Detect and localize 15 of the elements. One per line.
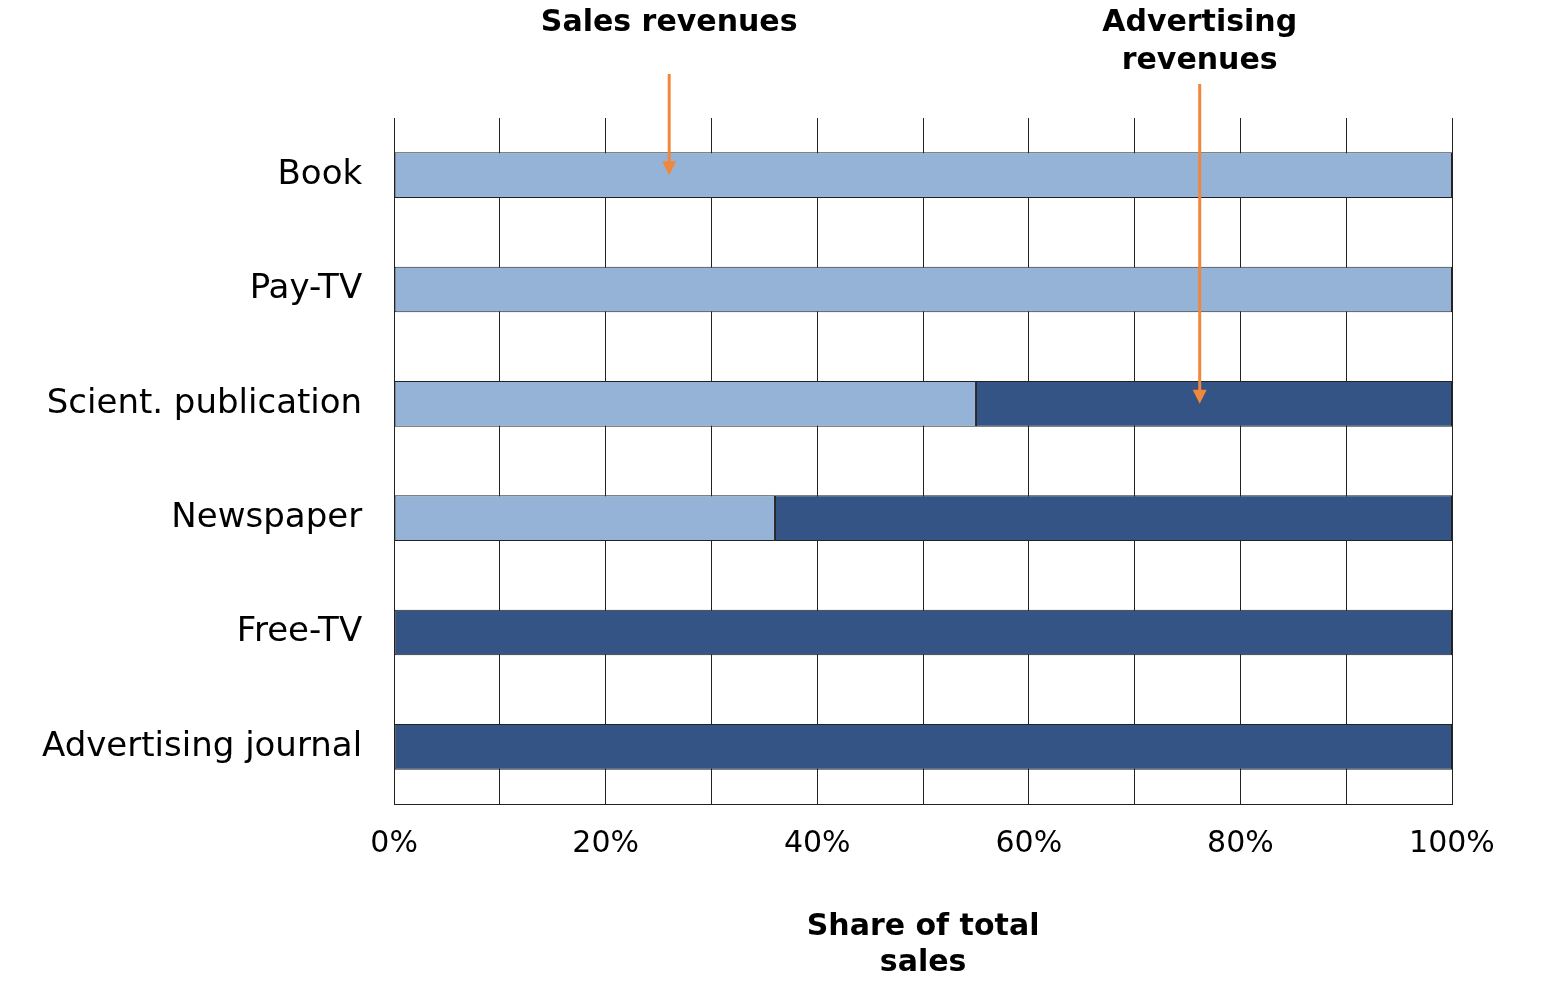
x-tick-label: 20% xyxy=(572,823,640,859)
y-tick-label: Book xyxy=(277,151,363,192)
y-tick-label: Free-TV xyxy=(236,609,363,650)
x-tick-label: 0% xyxy=(370,823,418,859)
y-tick-label: Advertising journal xyxy=(41,723,363,764)
x-tick-label: 40% xyxy=(783,823,851,859)
y-tick-label: Pay-TV xyxy=(249,266,363,307)
x-axis-title: Share of total sales xyxy=(806,906,1040,978)
y-tick-label: Newspaper xyxy=(171,494,363,535)
text: Advertising revenues xyxy=(1102,2,1298,76)
x-tick-label: 100% xyxy=(1409,823,1495,859)
text: Sales revenues xyxy=(540,2,798,38)
y-tick-label: Scient. publication xyxy=(46,380,363,421)
x-tick-label: 60% xyxy=(995,823,1063,859)
x-tick-label: 80% xyxy=(1207,823,1274,859)
